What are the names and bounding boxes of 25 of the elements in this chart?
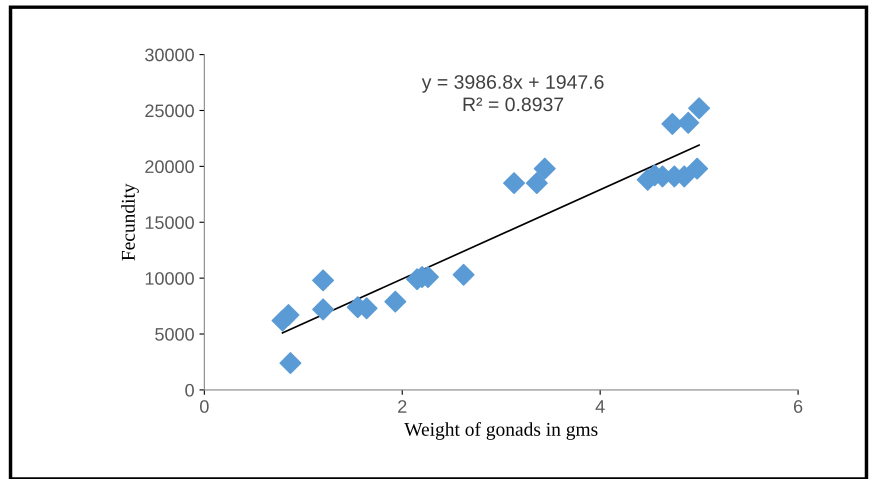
y-tick-label: 30000: [145, 48, 194, 62]
y-tick-label: 20000: [145, 160, 194, 174]
point: [312, 298, 334, 320]
point: [526, 172, 548, 194]
x-tick-label: 6: [794, 400, 802, 413]
annotation: y = 3986.8x + 1947.6 R² = 0.8937: [422, 75, 604, 112]
y-tick-label: 5000: [155, 328, 194, 341]
point: [384, 290, 406, 313]
point: [686, 158, 708, 180]
point: [312, 269, 334, 292]
x-axis-title: Weight of gonads in gms: [404, 422, 598, 440]
y-axis-title: Fecundity: [121, 183, 139, 261]
point: [503, 172, 526, 194]
point: [279, 352, 302, 374]
point: [452, 264, 475, 286]
point: [688, 97, 710, 120]
y-tick-label: 0: [185, 384, 194, 397]
point: [534, 158, 556, 180]
y-tick-label: 10000: [146, 272, 194, 285]
point: [277, 304, 300, 326]
x-tick-label: 0: [200, 400, 209, 413]
y-tick-label: 25000: [145, 104, 194, 118]
x-tick-label: 4: [596, 400, 605, 413]
x-tick-label: 2: [398, 400, 406, 413]
y-tick-label: 15000: [146, 216, 194, 229]
